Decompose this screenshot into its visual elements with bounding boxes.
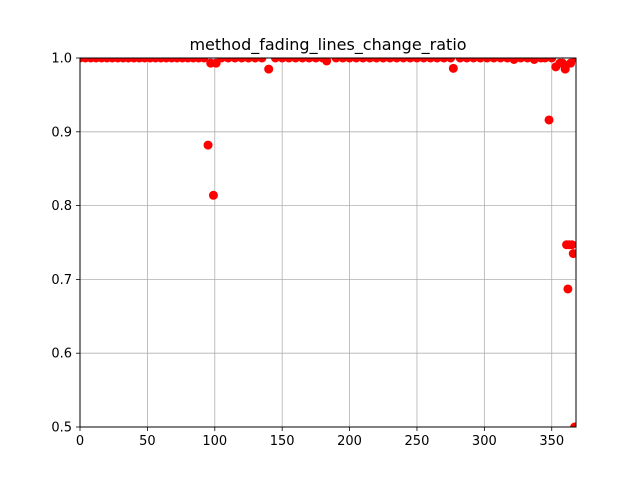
data-point	[230, 58, 240, 63]
data-point	[448, 63, 458, 73]
data-point	[547, 58, 557, 63]
chart-title: method_fading_lines_change_ratio	[189, 35, 466, 55]
data-point	[405, 58, 415, 63]
data-point	[432, 58, 442, 63]
data-point	[475, 58, 485, 63]
data-point	[203, 140, 213, 150]
data-point	[358, 58, 368, 63]
y-tick-label: 0.5	[51, 421, 72, 436]
data-point	[217, 58, 227, 63]
data-point	[372, 58, 382, 63]
data-point	[270, 58, 280, 63]
data-point	[544, 115, 554, 125]
data-point	[446, 58, 456, 63]
data-point	[331, 58, 341, 63]
data-point	[570, 422, 576, 427]
data-point	[378, 58, 388, 63]
data-point	[237, 58, 247, 63]
data-point	[345, 58, 355, 63]
x-tick-label: 50	[139, 434, 156, 449]
y-tick-label: 1.0	[51, 52, 72, 67]
data-point	[571, 58, 576, 63]
data-point	[365, 58, 375, 63]
x-tick-label: 0	[76, 434, 84, 449]
x-tick-label: 200	[337, 434, 362, 449]
data-point	[502, 58, 512, 63]
x-tick-label: 150	[270, 434, 295, 449]
data-point	[489, 58, 499, 63]
y-tick-label: 0.6	[51, 347, 72, 362]
data-points	[80, 58, 576, 427]
y-axis-ticks: 0.5 0.6 0.7 0.8 0.9 1.0	[51, 52, 80, 436]
data-point	[264, 64, 274, 74]
y-tick-label: 0.8	[51, 199, 72, 214]
data-point	[250, 58, 260, 63]
data-point	[297, 58, 307, 63]
data-point	[469, 58, 479, 63]
y-tick-label: 0.7	[51, 273, 72, 288]
data-point	[462, 58, 472, 63]
data-point	[385, 58, 395, 63]
data-point	[199, 58, 209, 63]
data-point	[425, 58, 435, 63]
data-point	[568, 249, 576, 259]
data-point	[257, 58, 267, 63]
data-point	[398, 58, 408, 63]
data-point	[509, 58, 519, 64]
data-point	[208, 190, 218, 200]
data-point	[304, 58, 314, 63]
data-point	[338, 58, 348, 63]
plot-frame	[79, 57, 577, 428]
data-point	[277, 58, 287, 63]
data-point	[540, 58, 550, 63]
data-point	[412, 58, 422, 63]
data-point	[223, 58, 233, 63]
data-point	[322, 58, 332, 66]
data-point	[560, 64, 570, 74]
data-point	[529, 58, 539, 64]
y-tick-label: 0.9	[51, 125, 72, 140]
data-point	[563, 284, 573, 294]
data-point	[567, 240, 576, 250]
data-point	[439, 58, 449, 63]
data-point	[243, 58, 253, 63]
data-point	[455, 58, 465, 63]
x-tick-label: 250	[405, 434, 430, 449]
x-tick-label: 300	[472, 434, 497, 449]
data-point	[311, 58, 321, 63]
x-tick-label: 100	[202, 434, 227, 449]
data-point	[516, 58, 526, 63]
x-tick-label: 350	[539, 434, 564, 449]
data-point	[419, 58, 429, 63]
data-point	[291, 58, 301, 63]
data-point	[392, 58, 402, 63]
data-point	[351, 58, 361, 63]
data-point	[496, 58, 506, 63]
data-point	[522, 58, 532, 63]
data-point	[482, 58, 492, 63]
x-axis-ticks: 0 50 100 150 200 250 300 350	[76, 427, 564, 449]
data-point	[284, 58, 294, 63]
